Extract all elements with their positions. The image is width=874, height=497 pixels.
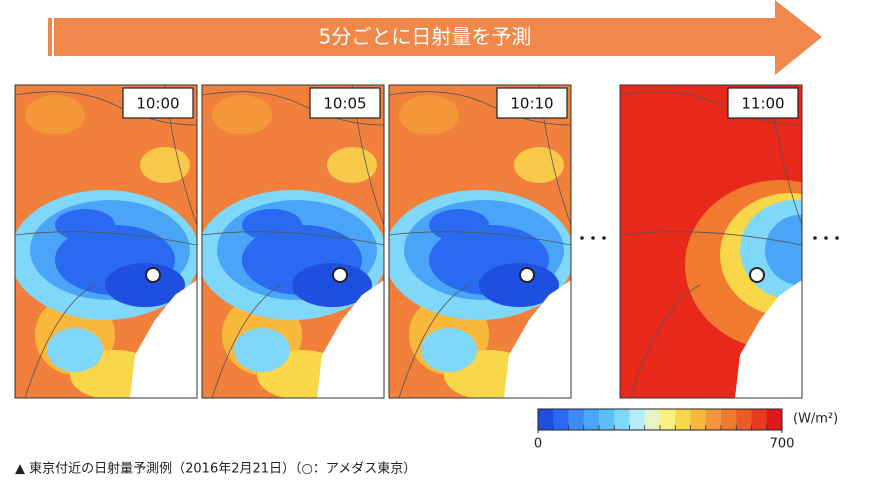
caption: ▲ 東京付近の日射量予測例（2016年2月21日）（○：アメダス東京） (15, 461, 416, 477)
colorbar-segment (568, 409, 585, 430)
colorbar-segment (751, 409, 768, 430)
ellipsis-dot (580, 236, 584, 240)
time-box (496, 87, 568, 119)
ellipsis-dot (591, 236, 595, 240)
title-arrow (45, 0, 822, 75)
ellipsis-dot (602, 236, 606, 240)
time-label: 11:00 (741, 95, 784, 113)
colorbar-segment (614, 409, 630, 430)
station-marker (519, 267, 535, 283)
colorbar-tick-label: 700 (770, 437, 795, 452)
heatmap (15, 85, 197, 398)
map-image (15, 85, 197, 398)
station-marker (332, 267, 348, 283)
colorbar-segment (721, 409, 737, 430)
map-panel: 10:00 (14, 84, 198, 399)
colorbar-segment (553, 409, 569, 430)
heatmap (620, 85, 802, 398)
colorbar-segment (736, 409, 752, 430)
panel-border (201, 84, 385, 399)
colorbar-segment (583, 409, 600, 430)
time-label: 10:10 (510, 95, 553, 113)
time-label: 10:00 (136, 95, 179, 113)
colorbar-segment (675, 409, 691, 430)
map-image (620, 85, 802, 398)
colorbar-segment (705, 409, 722, 430)
station-marker (145, 267, 161, 283)
colorbar-segment (599, 409, 615, 430)
ellipsis-dot (835, 236, 839, 240)
map-panel: 10:10 (388, 84, 572, 399)
colorbar-tick-label: 0 (534, 437, 542, 452)
colorbar-unit: (W/m²) (793, 412, 838, 427)
heatmap (389, 85, 571, 398)
time-box (309, 87, 381, 119)
colorbar-segment (629, 409, 646, 430)
map-image (202, 85, 384, 398)
colorbar-border (537, 408, 783, 431)
arrow-stripe (52, 18, 54, 56)
station-marker (749, 267, 765, 283)
ellipsis-dot (824, 236, 828, 240)
colorbar-segment (766, 409, 783, 430)
arrow-stripe (45, 18, 48, 56)
panel-border (619, 84, 803, 399)
panel-border (14, 84, 198, 399)
title: 5分ごとに日射量を予測 (319, 25, 532, 49)
heatmap (202, 85, 384, 398)
ellipsis-dot (813, 236, 817, 240)
map-image (389, 85, 571, 398)
colorbar-segment (538, 409, 554, 430)
time-label: 10:05 (323, 95, 366, 113)
colorbar-segment (660, 409, 676, 430)
map-panel: 10:05 (201, 84, 385, 399)
colorbar-segment (644, 409, 661, 430)
time-box (122, 87, 194, 119)
colorbar-segment (690, 409, 707, 430)
map-panel: 11:00 (619, 84, 803, 399)
time-box (727, 87, 799, 119)
panel-border (388, 84, 572, 399)
